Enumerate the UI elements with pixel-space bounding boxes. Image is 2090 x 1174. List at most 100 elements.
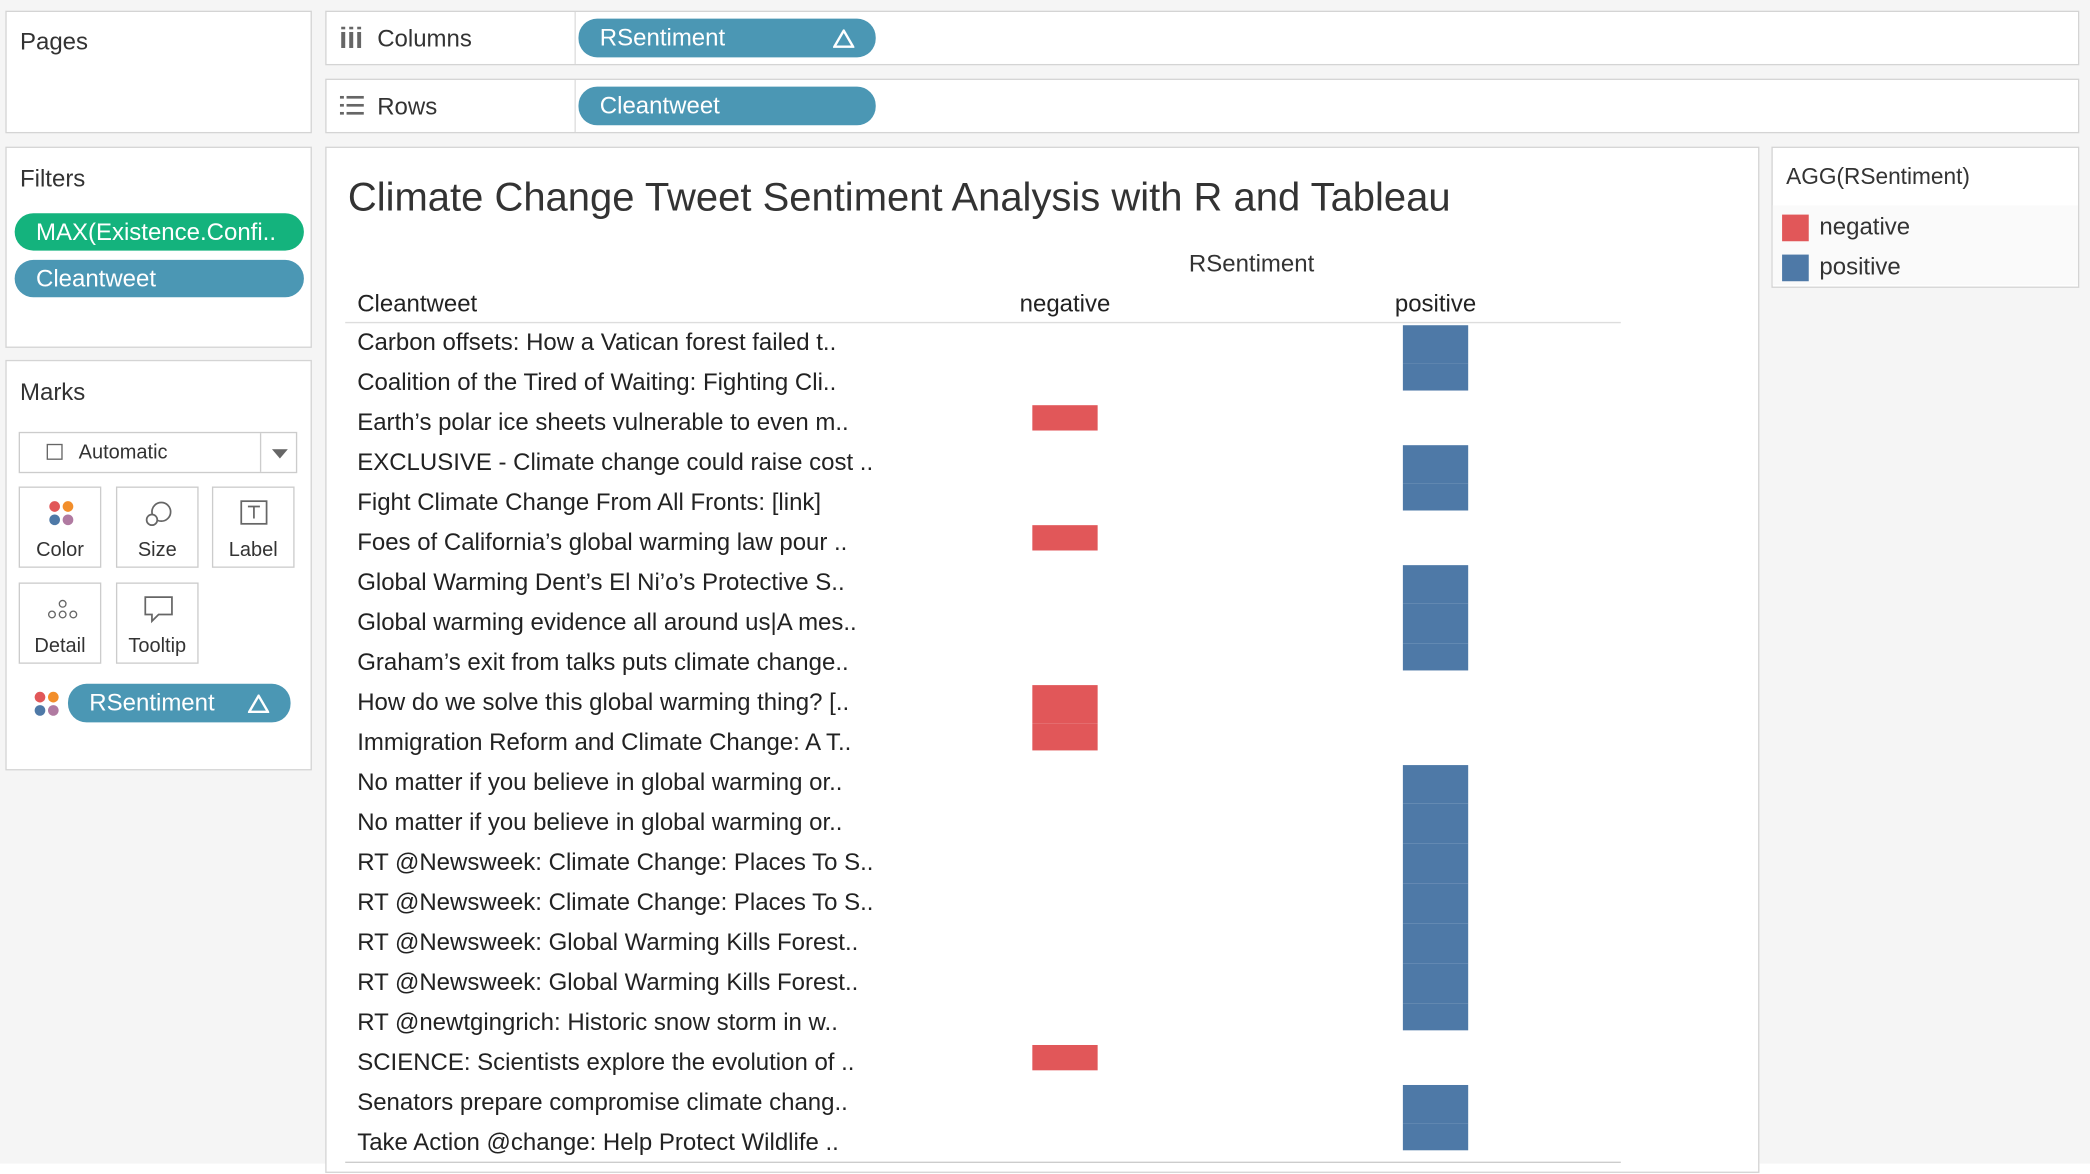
view-title: Climate Change Tweet Sentiment Analysis … xyxy=(348,175,1451,219)
button-label: Label xyxy=(228,538,278,562)
icon xyxy=(49,501,74,526)
row-label: Global Warming Dent’s El Ni’o’s Protecti… xyxy=(357,569,844,596)
sentiment-cell xyxy=(1402,803,1469,844)
row-label: Immigration Reform and Climate Change: A… xyxy=(357,729,851,756)
columns-label: Columns xyxy=(377,25,472,52)
icon xyxy=(240,500,268,525)
mark-type-dropdown[interactable]: Automatic xyxy=(18,431,298,474)
rows-label: Rows xyxy=(377,93,438,120)
column-header: RSentiment xyxy=(1189,251,1315,278)
column-label: negative xyxy=(1020,291,1111,318)
row-label: RT @Newsweek: Global Warming Kills Fores… xyxy=(357,969,858,996)
dropdown-arrow xyxy=(271,449,288,459)
sentiment-cell xyxy=(1402,1123,1469,1151)
rows-icon xyxy=(339,95,364,115)
color-button[interactable]: Color xyxy=(18,486,102,568)
filters-title: Filters xyxy=(19,165,86,192)
row-label: Take Action @change: Help Protect Wildli… xyxy=(357,1129,839,1156)
sentiment-cell xyxy=(1402,603,1469,644)
view: Climate Change Tweet Sentiment Analysis … xyxy=(325,146,1760,1173)
legend-items: negative positive xyxy=(1772,205,2078,286)
row-label: Fight Climate Change From All Fronts: [l… xyxy=(357,489,821,516)
row-header: Cleantweet xyxy=(357,291,477,318)
columns-icon xyxy=(341,26,362,48)
sentiment-cell xyxy=(1032,525,1098,551)
legend-item: positive xyxy=(1773,245,2078,285)
sentiment-cell xyxy=(1402,883,1469,924)
pill-text: Cleantweet xyxy=(599,91,720,119)
row-label: Earth’s polar ice sheets vulnerable to e… xyxy=(357,409,849,436)
mark-type-icon xyxy=(46,443,63,460)
sentiment-cell xyxy=(1402,565,1469,604)
delta-icon xyxy=(833,29,855,48)
rows-shelf[interactable]: Rows Cleantweet xyxy=(325,78,2080,134)
divider xyxy=(574,11,576,64)
label-button[interactable]: Label xyxy=(211,486,295,568)
legend-swatch xyxy=(1782,254,1809,282)
sentiment-cell xyxy=(1402,363,1469,391)
detail-button[interactable]: Detail xyxy=(18,582,102,664)
size-button[interactable]: Size xyxy=(115,486,199,568)
sentiment-cell xyxy=(1032,685,1098,724)
rows-pill[interactable]: Cleantweet xyxy=(578,86,876,126)
row-label: No matter if you believe in global warmi… xyxy=(357,809,842,836)
sentiment-cell xyxy=(1402,923,1469,964)
sentiment-cell xyxy=(1402,843,1469,884)
row-label: Graham’s exit from talks puts climate ch… xyxy=(357,649,848,676)
sentiment-cell xyxy=(1402,1084,1469,1124)
pages-shelf[interactable]: Pages xyxy=(5,10,312,134)
column-label: positive xyxy=(1395,291,1476,318)
columns-pill[interactable]: RSentiment xyxy=(578,18,876,58)
filters-shelf[interactable]: Filters MAX(Existence.Confi.. Cleantweet xyxy=(5,146,312,348)
legend: AGG(RSentiment) negative positive xyxy=(1771,146,2080,288)
legend-title: AGG(RSentiment) xyxy=(1786,163,1970,190)
row-label: Global warming evidence all around us|A … xyxy=(357,609,857,636)
button-label: Tooltip xyxy=(128,634,187,658)
row-label: No matter if you believe in global warmi… xyxy=(357,769,842,796)
color-encoding-icon xyxy=(34,691,59,716)
icon xyxy=(145,501,172,527)
sentiment-cell xyxy=(1402,643,1469,671)
sentiment-cell xyxy=(1032,1044,1098,1071)
marks-card: Marks Automatic Color Size Label Detail … xyxy=(5,359,312,771)
row-label: RT @Newsweek: Global Warming Kills Fores… xyxy=(357,929,858,956)
pill-text: RSentiment xyxy=(89,689,215,716)
sentiment-cell xyxy=(1402,963,1469,1004)
mark-type-label: Automatic xyxy=(78,441,168,464)
sentiment-cell xyxy=(1402,765,1469,804)
legend-swatch xyxy=(1782,214,1809,242)
divider xyxy=(574,79,576,132)
row-label: SCIENCE: Scientists explore the evolutio… xyxy=(357,1049,854,1076)
sentiment-cell xyxy=(1402,483,1469,511)
pages-title: Pages xyxy=(19,27,89,55)
row-label: EXCLUSIVE - Climate change could raise c… xyxy=(357,449,873,476)
row-label: RT @newtgingrich: Historic snow storm in… xyxy=(357,1009,838,1036)
button-label: Detail xyxy=(34,634,86,658)
view-canvas: Climate Change Tweet Sentiment Analysis … xyxy=(345,175,1621,1163)
filter-pill[interactable]: Cleantweet xyxy=(14,259,304,298)
row-label: RT @Newsweek: Climate Change: Places To … xyxy=(357,889,873,916)
row-label: Carbon offsets: How a Vatican forest fai… xyxy=(357,329,836,356)
columns-shelf[interactable]: Columns RSentiment xyxy=(325,10,2080,66)
sentiment-cell xyxy=(1402,1003,1469,1031)
row-label: Coalition of the Tired of Waiting: Fight… xyxy=(357,369,836,396)
sentiment-cell xyxy=(1032,723,1098,751)
filter-pill[interactable]: MAX(Existence.Confi.. xyxy=(14,213,304,251)
sentiment-cell xyxy=(1402,325,1469,364)
tooltip-button[interactable]: Tooltip xyxy=(115,582,199,664)
button-label: Color xyxy=(36,538,84,562)
sentiment-cell xyxy=(1032,405,1098,431)
row-label: RT @Newsweek: Climate Change: Places To … xyxy=(357,849,873,876)
row-label: How do we solve this global warming thin… xyxy=(357,689,849,716)
legend-item: negative xyxy=(1773,205,2078,245)
button-label: Size xyxy=(137,538,177,562)
pill-text: RSentiment xyxy=(599,23,726,51)
sentiment-cell xyxy=(1402,445,1469,484)
delta-icon xyxy=(247,694,270,713)
marks-title: Marks xyxy=(19,378,86,406)
color-pill[interactable]: RSentiment xyxy=(67,683,291,723)
row-label: Foes of California’s global warming law … xyxy=(357,529,847,556)
legend-label: negative xyxy=(1819,213,1911,240)
